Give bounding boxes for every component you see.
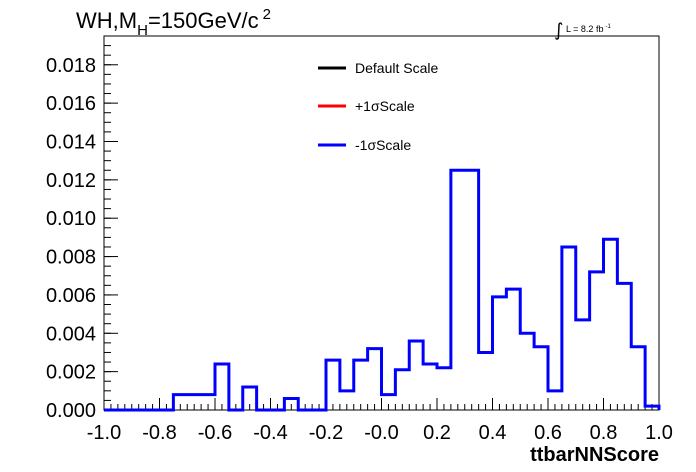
- x-tick-label: -0.8: [142, 422, 176, 444]
- title-main: WH,M: [76, 8, 137, 33]
- title-rest: =150GeV/c: [148, 8, 259, 33]
- x-tick-label: -0.4: [253, 422, 287, 444]
- lumi-superscript: -1: [605, 24, 611, 30]
- y-tick-label: 0.004: [46, 323, 96, 345]
- y-tick-label: 0.002: [46, 362, 96, 384]
- y-tick-label: 0.012: [46, 170, 96, 192]
- legend-label: Default Scale: [355, 60, 438, 76]
- x-tick-label: -0.2: [309, 422, 343, 444]
- y-tick-label: 0.000: [46, 400, 96, 422]
- x-tick-label: 0.2: [423, 422, 451, 444]
- chart-title: WH,MH=150GeV/c 2: [76, 6, 271, 39]
- title-subscript: H: [137, 22, 148, 39]
- lumi-label: L = 8.2 fb -1: [566, 24, 611, 34]
- series-layer: [104, 168, 661, 412]
- legend: Default Scale +1σScale -1σScale: [318, 60, 438, 153]
- legend-label: +1σScale: [355, 98, 415, 114]
- legend-label: -1σScale: [355, 137, 411, 153]
- y-tick-label: 0.008: [46, 247, 96, 269]
- lumi-text: L = 8.2 fb: [566, 24, 603, 34]
- x-tick-label: 0.6: [534, 422, 562, 444]
- x-tick-label: -0.0: [364, 422, 398, 444]
- x-tick-label: -1.0: [87, 422, 121, 444]
- x-axis-title: ttbarNNScore: [530, 444, 659, 466]
- title-superscript: 2: [263, 6, 271, 23]
- series-line-minus-1-sigma: [104, 168, 661, 412]
- y-tick-label: 0.010: [46, 208, 96, 230]
- x-tick-label: 0.4: [479, 422, 507, 444]
- y-tick-label: 0.014: [46, 131, 96, 153]
- y-tick-label: 0.018: [46, 55, 96, 77]
- y-tick-label: 0.016: [46, 93, 96, 115]
- y-tick-label: 0.006: [46, 285, 96, 307]
- x-tick-label: 0.8: [590, 422, 618, 444]
- x-axis: -1.0 -0.8 -0.6 -0.4 -0.2 -0.0 0.2 0.4 0.6 0.8 1.0: [87, 398, 673, 444]
- x-tick-label: -0.6: [198, 422, 232, 444]
- x-tick-label: 1.0: [645, 422, 673, 444]
- lumi-integral-symbol: ∫: [554, 20, 563, 41]
- y-axis: 0.000 0.002 0.004 0.006 0.008 0.010 0.012 0.014…: [46, 35, 118, 422]
